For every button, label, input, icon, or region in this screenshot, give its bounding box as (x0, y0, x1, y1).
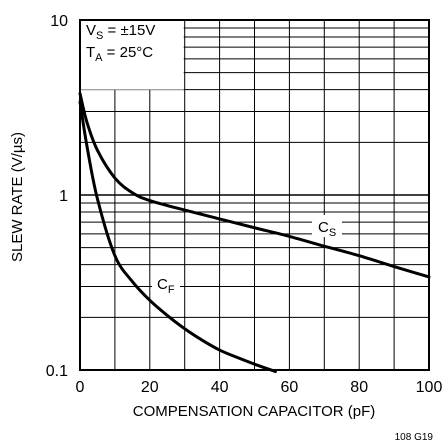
x-tick-label: 40 (211, 379, 229, 396)
x-axis-label: COMPENSATION CAPACITOR (pF) (133, 403, 376, 420)
series-line-cf (78, 100, 277, 374)
curve-label-cf-background (152, 272, 180, 294)
y-tick-label: 1 (59, 188, 68, 205)
x-tick-labels: 0 20 40 60 80 100 (76, 379, 443, 396)
conditions-background (81, 21, 184, 90)
supply-voltage-label: VS = ±15V (86, 22, 155, 42)
y-tick-label: 0.1 (46, 363, 68, 380)
x-tick-label: 0 (76, 379, 85, 396)
x-tick-label: 20 (141, 379, 159, 396)
x-tick-label: 60 (281, 379, 299, 396)
curves (78, 92, 431, 374)
curve-label-cf: CF (152, 272, 180, 296)
curve-label-cs-background (312, 215, 342, 237)
grid-lines (80, 20, 429, 370)
plot-frame (79, 19, 430, 371)
figure-id: 108 G19 (395, 432, 434, 443)
x-tick-label: 80 (350, 379, 368, 396)
curve-label-cf-text: CF (157, 276, 175, 296)
conditions-box: VS = ±15V TA = 25°C (81, 21, 184, 90)
curve-label-cs-text: CS (318, 219, 336, 239)
series-line-cs (78, 92, 431, 279)
x-tick-label: 100 (416, 379, 443, 396)
temperature-label: TA = 25°C (86, 44, 153, 64)
y-tick-label: 10 (50, 13, 68, 30)
y-axis-label: SLEW RATE (V/µs) (9, 132, 26, 262)
y-tick-labels: 0.1 1 10 (46, 13, 68, 380)
curve-label-cs: CS (312, 215, 342, 239)
